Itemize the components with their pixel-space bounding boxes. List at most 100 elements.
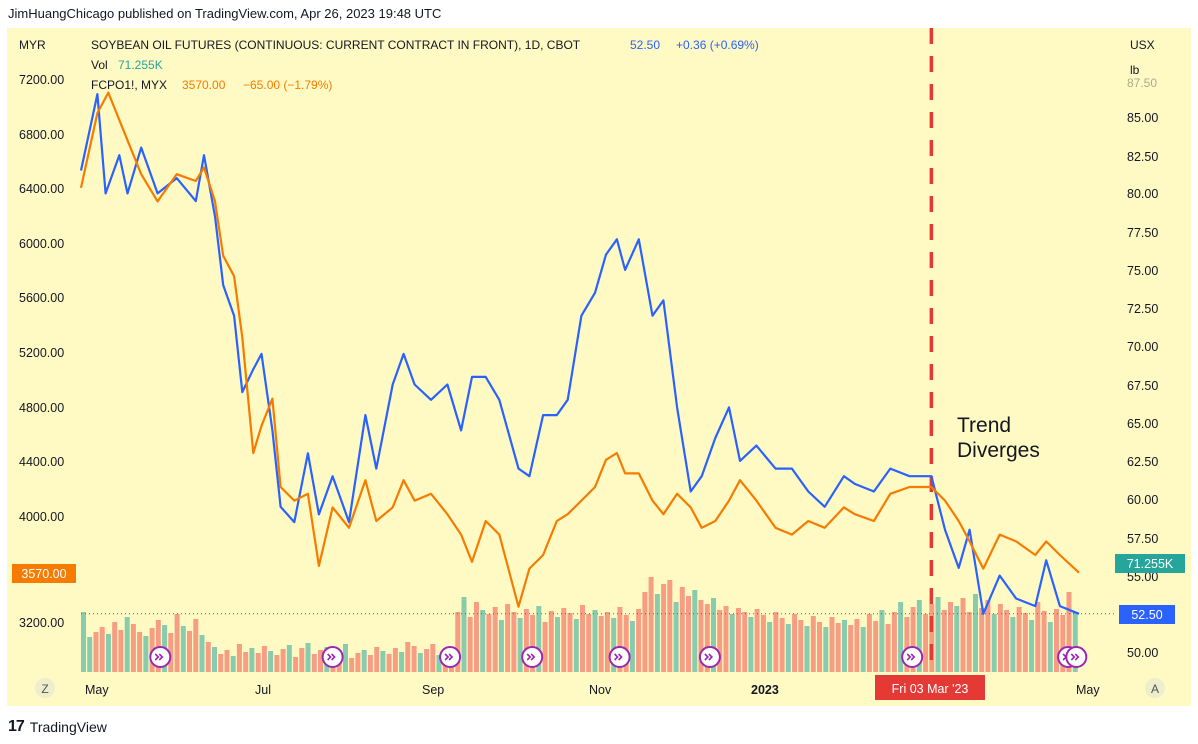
volume-bar	[380, 651, 386, 672]
volume-bar	[517, 618, 523, 672]
event-icon[interactable]	[698, 646, 721, 668]
volume-bar	[760, 615, 766, 672]
right-tick: 62.50	[1127, 455, 1158, 469]
right-tick: 77.50	[1127, 226, 1158, 240]
volume-bar	[486, 614, 492, 672]
volume-bar	[505, 604, 511, 672]
volume-bar	[367, 655, 373, 672]
volume-bar	[243, 652, 249, 672]
volume-bar	[711, 598, 716, 672]
log-scale-button-label: Z	[41, 682, 48, 696]
right-axis-partial-tick: 87.50	[1127, 76, 1157, 90]
right-axis: 85.00 82.50 80.00 77.50 75.00 72.50 70.0…	[1127, 111, 1158, 660]
volume-bar	[124, 617, 130, 672]
auto-scale-button-label: A	[1151, 682, 1159, 696]
chart-canvas[interactable]: MYR SOYBEAN OIL FUTURES (CONTINUOUS: CUR…	[7, 28, 1191, 706]
log-scale-button[interactable]	[35, 678, 55, 698]
volume-bar	[168, 633, 174, 672]
volume-bar	[174, 614, 180, 672]
soybean-oil-line	[79, 92, 1080, 615]
volume-bar	[873, 621, 879, 672]
event-icon[interactable]	[608, 646, 631, 668]
volume-bar	[985, 600, 991, 672]
volume-bar	[567, 613, 573, 672]
event-arrow-icon	[327, 653, 336, 661]
volume-bar	[661, 584, 667, 672]
volume-bar	[355, 653, 361, 672]
volume-bar	[679, 587, 685, 672]
left-axis: 7200.00 6800.00 6400.00 6000.00 5600.00 …	[19, 73, 64, 630]
left-tick: 5600.00	[19, 291, 64, 305]
volume-bar	[991, 614, 997, 672]
event-arrow-icon	[1070, 653, 1080, 661]
tradingview-logo-icon: 17	[8, 718, 25, 735]
volume-bar	[467, 617, 473, 672]
volume-bar	[729, 614, 735, 672]
volume-bar	[561, 608, 567, 672]
time-axis: May Jul Sep Nov 2023 May	[85, 683, 1100, 697]
volume-bar	[817, 622, 822, 672]
volume-bar	[498, 620, 504, 672]
annotation-line-2: Diverges	[957, 439, 1040, 462]
volume-bar	[268, 651, 274, 672]
right-tick: 60.00	[1127, 493, 1158, 507]
left-tick: 3200.00	[19, 616, 64, 630]
left-price-badge-text: 3570.00	[21, 567, 66, 581]
right-price-badge-text: 52.50	[1131, 608, 1162, 622]
volume-bar	[667, 580, 673, 672]
volume-bar	[455, 612, 461, 672]
volume-bar	[954, 606, 960, 672]
right-tick: 50.00	[1127, 646, 1158, 660]
volume-bar	[392, 648, 398, 672]
right-tick: 67.50	[1127, 379, 1158, 393]
volume-bar	[898, 602, 904, 672]
chart-container[interactable]: MYR SOYBEAN OIL FUTURES (CONTINUOUS: CUR…	[7, 28, 1191, 706]
volume-bar	[118, 630, 124, 672]
volume-bar	[823, 627, 829, 672]
event-icon[interactable]	[521, 646, 544, 668]
left-axis-currency: MYR	[19, 38, 46, 52]
event-icon[interactable]	[439, 646, 462, 668]
volume-bar	[611, 618, 617, 672]
footer-brand: TradingView	[29, 719, 107, 735]
volume-bar	[299, 648, 305, 672]
volume-bar	[205, 642, 211, 672]
event-icon[interactable]	[149, 646, 172, 668]
volume-bar	[349, 658, 355, 672]
volume-bar	[548, 611, 554, 672]
volume-bar	[654, 594, 660, 672]
volume-bar	[673, 602, 679, 672]
compare-series-price: 3570.00	[182, 78, 226, 92]
event-icons[interactable]	[149, 646, 1088, 668]
time-tick: Nov	[589, 683, 612, 697]
event-icon[interactable]	[1065, 646, 1088, 668]
volume-bar	[343, 644, 348, 672]
volume-bar	[224, 650, 230, 672]
left-tick: 5200.00	[19, 346, 64, 360]
event-icon[interactable]	[321, 646, 344, 668]
left-tick: 6400.00	[19, 182, 64, 196]
right-price-badge	[1119, 605, 1175, 624]
main-series-change: +0.36 (+0.69%)	[676, 38, 759, 52]
event-icon[interactable]	[901, 646, 924, 668]
volume-bar	[792, 614, 798, 672]
volume-bar	[648, 577, 654, 672]
left-tick: 6800.00	[19, 128, 64, 142]
event-arrow-icon	[906, 653, 916, 661]
volume-bar	[143, 636, 149, 672]
volume-bar	[810, 616, 816, 672]
volume-bar	[81, 612, 86, 672]
volume-bar	[1047, 622, 1053, 672]
volume-bar	[573, 619, 579, 672]
date-badge	[875, 675, 985, 700]
left-price-badge	[12, 564, 76, 583]
volume-bar	[923, 614, 929, 672]
auto-scale-button[interactable]	[1145, 678, 1165, 698]
volume-bar	[180, 626, 186, 672]
main-series-title: SOYBEAN OIL FUTURES (CONTINUOUS: CURRENT…	[91, 38, 581, 52]
volume-bar	[854, 619, 860, 672]
volume-bar	[99, 627, 105, 672]
left-tick: 6000.00	[19, 237, 64, 251]
volume-bar	[779, 618, 785, 672]
series-lines	[79, 91, 1080, 615]
